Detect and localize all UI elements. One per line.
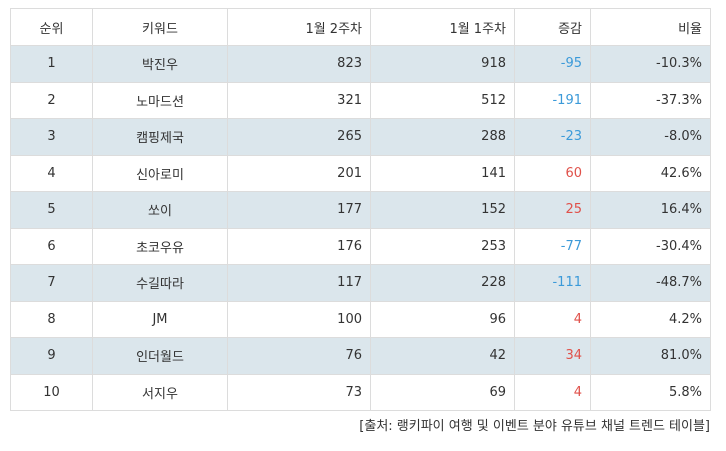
change-cell: -77	[514, 227, 591, 265]
ratio-cell: 5.8%	[590, 373, 711, 411]
table-row: 2 노마드션 321 512 -191 -37.3%	[10, 81, 711, 119]
keyword-cell: 수길따라	[92, 264, 228, 302]
week1-cell: 152	[370, 191, 515, 229]
table-header-row: 순위 키워드 1월 2주차 1월 1주차 증감 비율	[10, 8, 711, 46]
week2-cell: 73	[227, 373, 371, 411]
ratio-cell: 42.6%	[590, 154, 711, 192]
week1-cell: 288	[370, 118, 515, 156]
rank-cell: 8	[10, 300, 93, 338]
table-body: 1 박진우 823 918 -95 -10.3% 2 노마드션 321 512 -191 -37.3%…	[10, 45, 711, 411]
table-row: 9 인더월드 76 42 34 81.0%	[10, 337, 711, 375]
ratio-cell: -8.0%	[590, 118, 711, 156]
change-cell: 4	[514, 373, 591, 411]
week1-cell: 228	[370, 264, 515, 302]
rank-cell: 6	[10, 227, 93, 265]
keyword-cell: 인더월드	[92, 337, 228, 375]
change-cell: -111	[514, 264, 591, 302]
ratio-cell: -48.7%	[590, 264, 711, 302]
week1-cell: 918	[370, 45, 515, 83]
source-caption: [출처: 랭키파이 여행 및 이벤트 분야 유튜브 채널 트렌드 테이블]	[359, 419, 710, 434]
week1-cell: 69	[370, 373, 515, 411]
ratio-cell: -10.3%	[590, 45, 711, 83]
rank-cell: 10	[10, 373, 93, 411]
ranking-table-container: 순위 키워드 1월 2주차 1월 1주차 증감 비율 1 박진우 823 918 -95…	[10, 8, 711, 434]
table-row: 4 신아로미 201 141 60 42.6%	[10, 154, 711, 192]
week2-cell: 265	[227, 118, 371, 156]
table-row: 10 서지우 73 69 4 5.8%	[10, 373, 711, 411]
change-cell: 34	[514, 337, 591, 375]
week1-cell: 512	[370, 81, 515, 119]
header-week1: 1월 1주차	[370, 8, 515, 46]
change-cell: -191	[514, 81, 591, 119]
table-row: 1 박진우 823 918 -95 -10.3%	[10, 45, 711, 83]
table-row: 3 캠핑제국 265 288 -23 -8.0%	[10, 118, 711, 156]
ratio-cell: 16.4%	[590, 191, 711, 229]
ratio-cell: 4.2%	[590, 300, 711, 338]
change-cell: -23	[514, 118, 591, 156]
keyword-cell: JM	[92, 300, 228, 338]
rank-cell: 3	[10, 118, 93, 156]
week1-cell: 96	[370, 300, 515, 338]
keyword-cell: 캠핑제국	[92, 118, 228, 156]
header-change: 증감	[514, 8, 591, 46]
week1-cell: 42	[370, 337, 515, 375]
rank-cell: 7	[10, 264, 93, 302]
week2-cell: 321	[227, 81, 371, 119]
rank-cell: 1	[10, 45, 93, 83]
keyword-cell: 서지우	[92, 373, 228, 411]
week2-cell: 100	[227, 300, 371, 338]
week2-cell: 176	[227, 227, 371, 265]
rank-cell: 4	[10, 154, 93, 192]
rank-cell: 5	[10, 191, 93, 229]
change-cell: 4	[514, 300, 591, 338]
ratio-cell: -30.4%	[590, 227, 711, 265]
table-row: 8 JM 100 96 4 4.2%	[10, 300, 711, 338]
header-week2: 1월 2주차	[227, 8, 371, 46]
week1-cell: 253	[370, 227, 515, 265]
week2-cell: 823	[227, 45, 371, 83]
keyword-cell: 쏘이	[92, 191, 228, 229]
table-row: 7 수길따라 117 228 -111 -48.7%	[10, 264, 711, 302]
week2-cell: 117	[227, 264, 371, 302]
rank-cell: 2	[10, 81, 93, 119]
keyword-cell: 노마드션	[92, 81, 228, 119]
keyword-cell: 초코우유	[92, 227, 228, 265]
header-rank: 순위	[10, 8, 93, 46]
change-cell: -95	[514, 45, 591, 83]
week2-cell: 201	[227, 154, 371, 192]
table-row: 6 초코우유 176 253 -77 -30.4%	[10, 227, 711, 265]
header-ratio: 비율	[590, 8, 711, 46]
change-cell: 25	[514, 191, 591, 229]
header-keyword: 키워드	[92, 8, 228, 46]
table-row: 5 쏘이 177 152 25 16.4%	[10, 191, 711, 229]
ratio-cell: -37.3%	[590, 81, 711, 119]
week2-cell: 76	[227, 337, 371, 375]
keyword-cell: 박진우	[92, 45, 228, 83]
keyword-trend-table: 순위 키워드 1월 2주차 1월 1주차 증감 비율 1 박진우 823 918 -95…	[10, 8, 711, 411]
week1-cell: 141	[370, 154, 515, 192]
keyword-cell: 신아로미	[92, 154, 228, 192]
week2-cell: 177	[227, 191, 371, 229]
ratio-cell: 81.0%	[590, 337, 711, 375]
rank-cell: 9	[10, 337, 93, 375]
change-cell: 60	[514, 154, 591, 192]
